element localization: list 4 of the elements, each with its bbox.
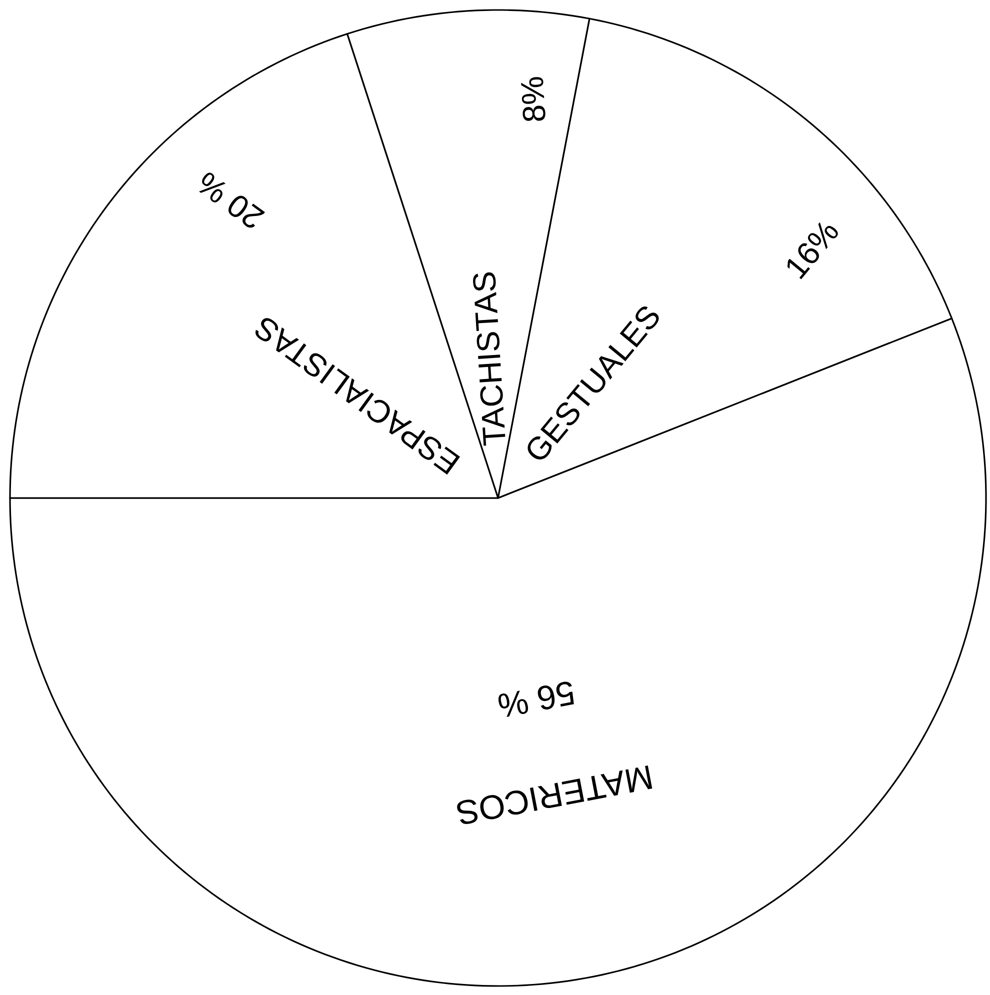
slice-label: TACHISTAS <box>473 272 506 446</box>
data-label: 56 % <box>498 682 574 717</box>
data-label: 8% <box>521 77 546 121</box>
data-label: 20 % <box>198 172 265 228</box>
